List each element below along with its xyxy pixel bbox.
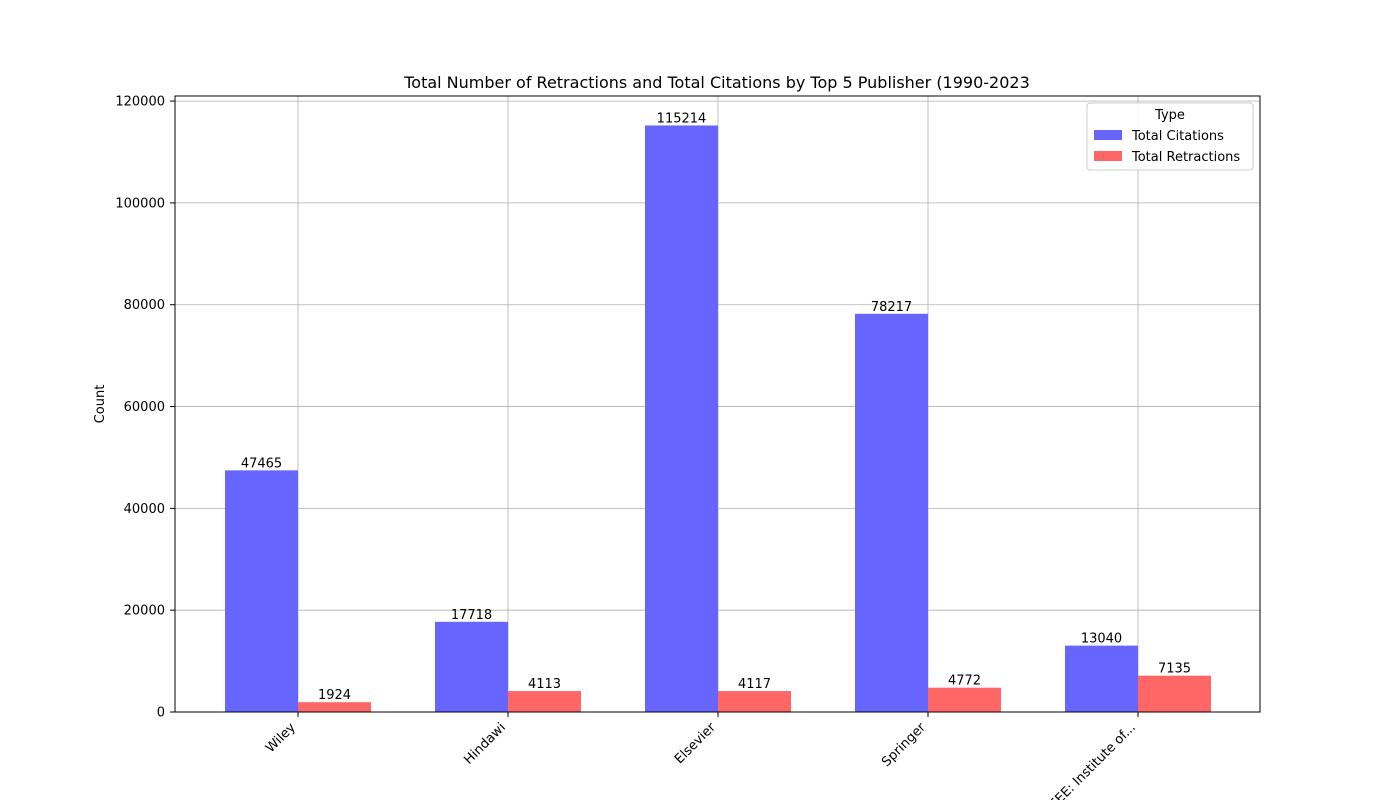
bar-total-citations-wiley [225,470,298,712]
legend-title: Type [1154,108,1185,123]
legend-label-total-retractions: Total Retractions [1131,150,1240,165]
bar-total-retractions-ieee-institute-of [1138,675,1211,712]
y-axis: 0 20000 40000 60000 80000 100000 120000 Count [93,95,175,721]
y-tick-label: 20000 [124,604,165,619]
bar-total-retractions-wiley [298,702,371,712]
legend-box [1086,102,1254,171]
data-label-total-citations-elsevier: 115214 [657,111,707,126]
y-axis-label: Count [93,385,108,424]
plot-area: 47465 1924 17718 4113 115214 4117 78217 4772 130… [174,95,1261,713]
bar-total-retractions-elsevier [718,691,791,712]
legend-swatch-total-citations [1094,130,1122,140]
y-tick-label: 60000 [124,400,165,415]
bar-total-retractions-springer [928,687,1001,712]
chart-title: Total Number of Retractions and Total Ci… [403,73,1030,92]
y-tick-label: 0 [157,706,165,721]
bar-total-citations-elsevier [645,125,718,713]
data-label-total-retractions-elsevier: 4117 [738,677,771,692]
data-label-total-retractions-springer: 4772 [948,674,981,689]
data-label-total-citations-springer: 78217 [871,300,912,315]
legend-swatch-total-retractions [1094,151,1122,161]
legend: Type Total Citations Total Retractions [1086,102,1254,171]
data-label-total-retractions-ieee-institute-of: 7135 [1158,662,1191,677]
y-tick-label: 120000 [115,95,165,110]
y-ticks: 0 20000 40000 60000 80000 100000 120000 [115,95,175,721]
data-label-total-retractions-wiley: 1924 [318,688,351,703]
bar-total-citations-springer [855,313,928,712]
bar-total-citations-ieee-institute-of [1065,645,1138,712]
y-tick-label: 80000 [124,298,165,313]
bar-total-retractions-hindawi [508,691,581,712]
bars [225,125,1211,713]
data-label-total-retractions-hindawi: 4113 [528,677,561,692]
y-tick-label: 100000 [115,196,165,211]
data-label-total-citations-wiley: 47465 [241,456,282,471]
y-tick-label: 40000 [124,502,165,517]
bar-total-citations-hindawi [435,621,508,712]
data-label-total-citations-hindawi: 17718 [451,608,492,623]
data-labels: 47465 1924 17718 4113 115214 4117 78217 4772 130… [241,111,1191,703]
legend-label-total-citations: Total Citations [1131,129,1224,144]
data-label-total-citations-ieee-institute-of: 13040 [1081,632,1122,647]
